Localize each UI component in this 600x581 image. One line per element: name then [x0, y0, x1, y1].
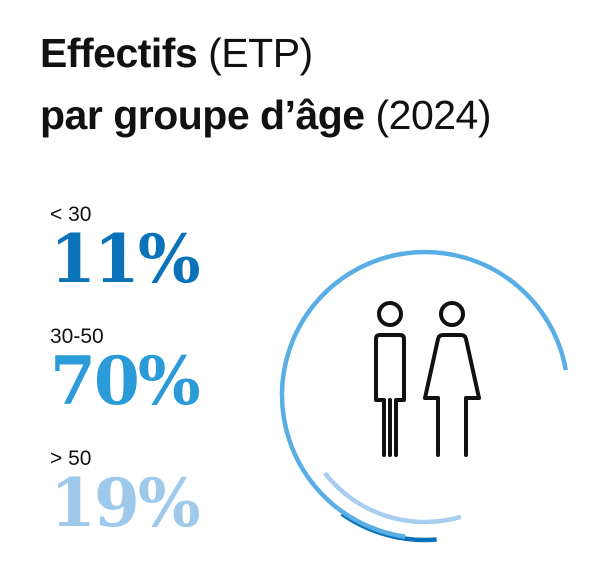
age-group-label: 30-50 — [50, 325, 104, 348]
title-line-2: par groupe d’âge (2024) — [40, 84, 580, 146]
title-line-1: Effectifs (ETP) — [40, 22, 580, 84]
two-people-icon — [374, 301, 481, 457]
age-group-label: < 30 — [50, 203, 92, 226]
age-group-percent: 11% — [50, 220, 201, 298]
arc-over-50 — [323, 471, 462, 525]
title-bold-2: par groupe d’âge — [40, 92, 365, 138]
title-light-2: (2024) — [364, 92, 492, 138]
chart-title: Effectifs (ETP) par groupe d’âge (2024) — [40, 22, 580, 146]
arc-30-50 — [279, 249, 569, 539]
title-bold-1: Effectifs — [40, 30, 198, 76]
age-group-label: > 50 — [50, 447, 92, 470]
age-group-percent: 19% — [50, 464, 201, 542]
title-light-1: (ETP) — [197, 30, 313, 76]
arc-under-30 — [340, 511, 437, 543]
age-group-over-50: > 50 19% — [50, 447, 201, 542]
age-group-30-50: 30-50 70% — [50, 325, 201, 420]
age-group-under-30: < 30 11% — [50, 203, 201, 298]
arc-group — [279, 249, 569, 543]
age-group-percent: 70% — [50, 342, 201, 420]
